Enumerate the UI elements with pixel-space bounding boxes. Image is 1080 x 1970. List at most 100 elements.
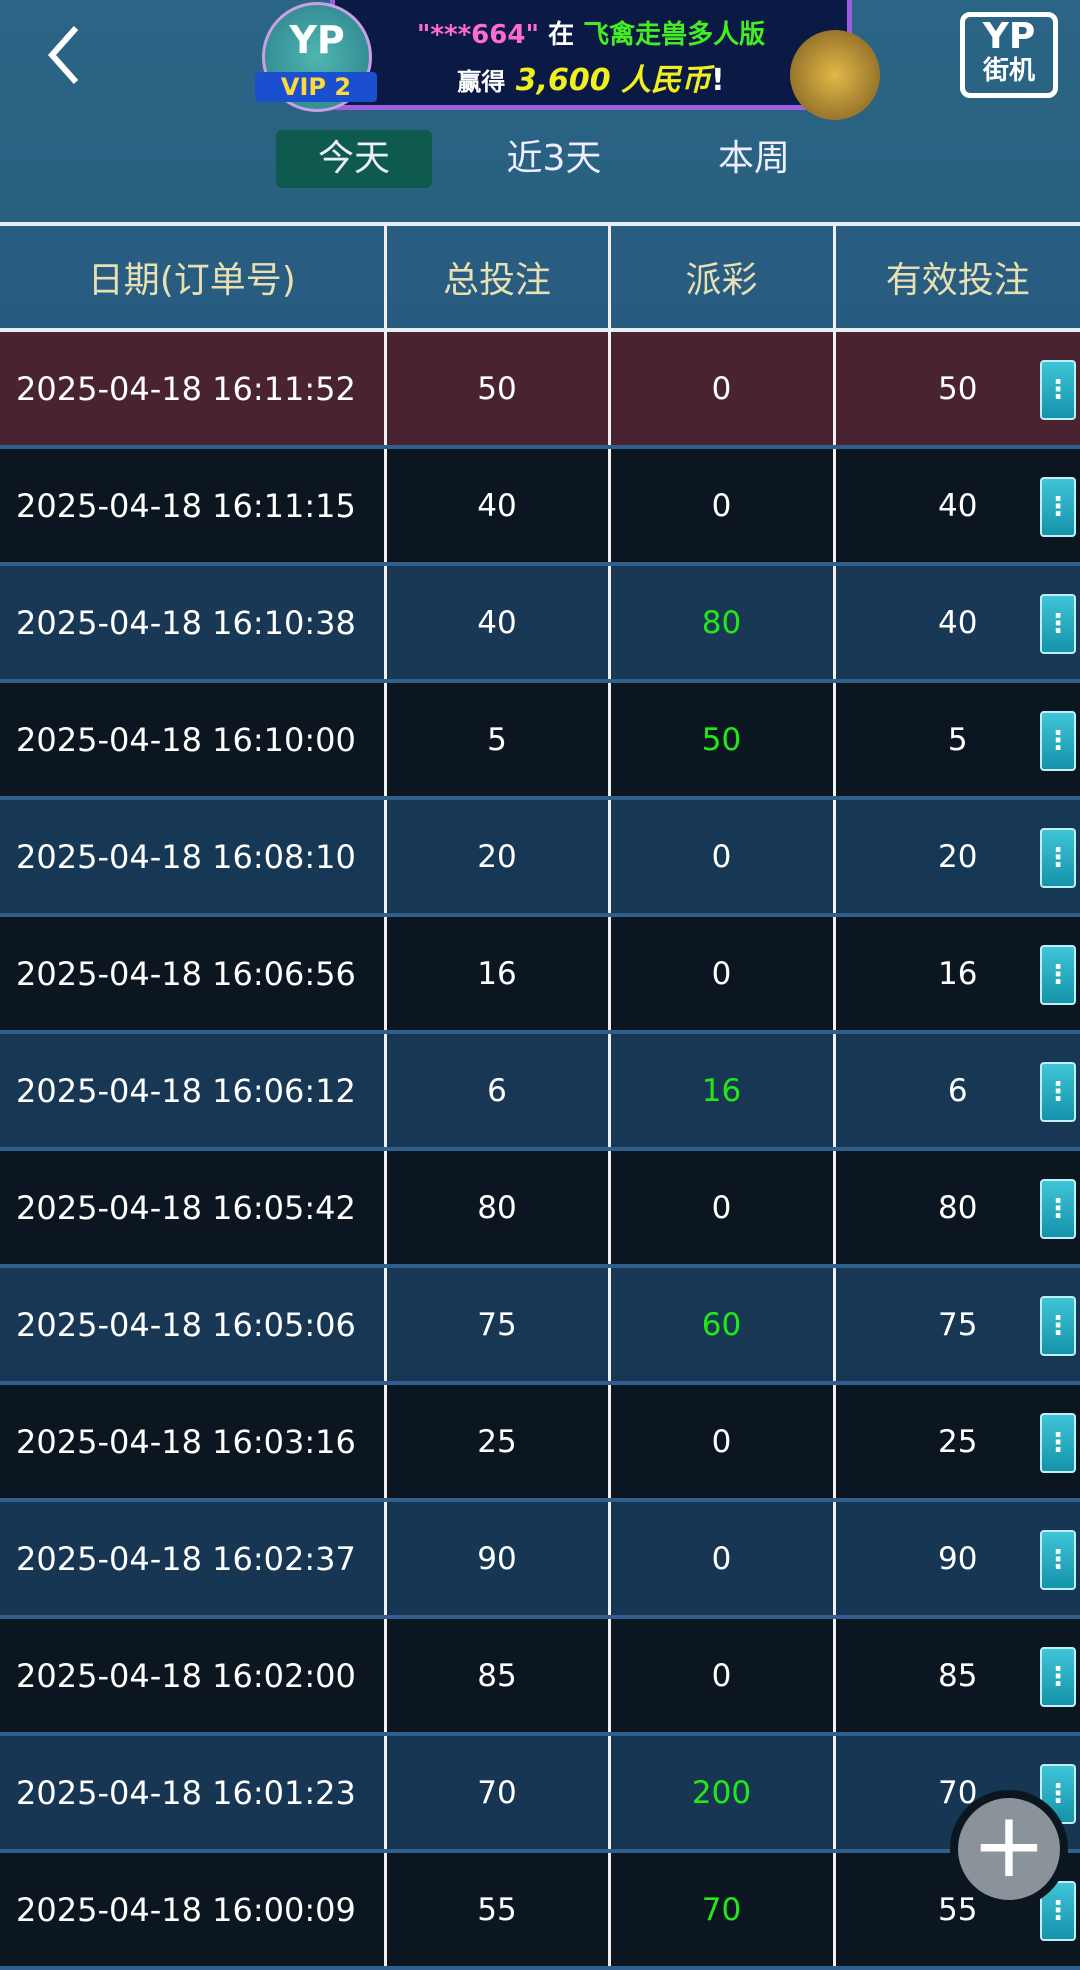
cell-total-bet-value: 25 <box>477 1423 517 1460</box>
logo-line1: YP <box>982 16 1036 57</box>
floating-plus-button[interactable]: + <box>950 1790 1068 1908</box>
cell-total-bet-value: 16 <box>477 955 517 992</box>
cell-valid-bet-value: 25 <box>938 1423 978 1460</box>
yp-arcade-logo: YP 街机 <box>960 12 1058 98</box>
col-date: 日期(订单号) <box>0 222 385 332</box>
cell-date: 2025-04-18 16:11:52 <box>0 330 385 449</box>
table-row: 2025-04-18 16:11:52 50 0 50 ⋮ <box>0 330 1080 449</box>
cell-total-bet-value: 75 <box>477 1306 517 1343</box>
cell-date: 2025-04-18 16:11:15 <box>0 447 385 566</box>
back-button[interactable] <box>40 20 100 90</box>
win-announcement-banner: "***664" 在 飞禽走兽多人版 赢得 3,600 人民币! <box>330 0 852 110</box>
row-menu-button[interactable]: ⋮ <box>1040 1647 1076 1707</box>
banner-won: 赢得 <box>457 68 506 96</box>
col-valid-bet: 有效投注 <box>832 222 1080 332</box>
tab-last-3-days[interactable]: 近3天 <box>506 138 602 179</box>
row-menu-button[interactable]: ⋮ <box>1040 1179 1076 1239</box>
banner-suffix: ! <box>711 63 725 98</box>
cell-valid-bet: 80 ⋮ <box>832 1149 1080 1268</box>
cell-date-value: 2025-04-18 16:02:00 <box>16 1656 356 1695</box>
cell-payout: 16 <box>607 1032 834 1151</box>
cell-total-bet-value: 40 <box>477 604 517 641</box>
row-menu-button[interactable]: ⋮ <box>1040 1062 1076 1122</box>
cell-total-bet: 90 <box>383 1500 609 1619</box>
row-menu-button[interactable]: ⋮ <box>1040 1413 1076 1473</box>
cell-valid-bet-value: 50 <box>938 370 978 407</box>
cell-total-bet-value: 5 <box>487 721 507 758</box>
cell-valid-bet-value: 85 <box>938 1657 978 1694</box>
row-menu-button[interactable]: ⋮ <box>1040 945 1076 1005</box>
col-total-bet: 总投注 <box>383 222 609 332</box>
table-row: 2025-04-18 16:05:06 75 60 75 ⋮ <box>0 1266 1080 1385</box>
cell-total-bet-value: 85 <box>477 1657 517 1694</box>
cell-payout: 0 <box>607 1500 834 1619</box>
cell-valid-bet-value: 20 <box>938 838 978 875</box>
cell-valid-bet: 40 ⋮ <box>832 564 1080 683</box>
cell-date: 2025-04-18 16:06:12 <box>0 1032 385 1151</box>
cell-total-bet: 16 <box>383 915 609 1034</box>
cell-date: 2025-04-18 16:01:23 <box>0 1734 385 1853</box>
cell-date-value: 2025-04-18 16:03:16 <box>16 1422 356 1461</box>
cell-valid-bet-value: 80 <box>938 1189 978 1226</box>
cell-payout-value: 70 <box>701 1891 742 1928</box>
cell-date-value: 2025-04-18 16:11:15 <box>16 486 356 525</box>
cell-valid-bet-value: 5 <box>947 721 968 758</box>
cell-total-bet: 6 <box>383 1032 609 1151</box>
cell-total-bet-value: 90 <box>477 1540 517 1577</box>
row-menu-button[interactable]: ⋮ <box>1040 360 1076 420</box>
bet-records-table: 日期(订单号) 总投注 派彩 有效投注 2025-04-18 16:11:52 5… <box>0 222 1080 1970</box>
table-row: 2025-04-18 16:08:10 20 0 20 ⋮ <box>0 798 1080 917</box>
cell-payout-value: 0 <box>711 1540 732 1577</box>
cell-valid-bet: 6 ⋮ <box>832 1032 1080 1151</box>
cell-valid-bet-value: 6 <box>947 1072 968 1109</box>
cell-total-bet-value: 55 <box>477 1891 517 1928</box>
cell-date-value: 2025-04-18 16:08:10 <box>16 837 356 876</box>
cell-payout-value: 0 <box>711 1189 732 1226</box>
cell-payout: 70 <box>607 1851 834 1970</box>
tab-today[interactable]: 今天 <box>276 130 432 188</box>
cell-valid-bet: 25 ⋮ <box>832 1383 1080 1502</box>
row-menu-button[interactable]: ⋮ <box>1040 711 1076 771</box>
tab-this-week[interactable]: 本周 <box>717 138 790 179</box>
cell-date-value: 2025-04-18 16:02:37 <box>16 1539 356 1578</box>
table-row: 2025-04-18 16:03:16 25 0 25 ⋮ <box>0 1383 1080 1502</box>
cell-date: 2025-04-18 16:08:10 <box>0 798 385 917</box>
table-row: 2025-04-18 16:06:56 16 0 16 ⋮ <box>0 915 1080 1034</box>
cell-payout-value: 60 <box>701 1306 742 1343</box>
row-menu-button[interactable]: ⋮ <box>1040 1764 1076 1824</box>
vip-logo-text: YP <box>289 18 345 62</box>
cell-total-bet-value: 70 <box>477 1774 517 1811</box>
cell-valid-bet: 85 ⋮ <box>832 1617 1080 1736</box>
cell-valid-bet: 16 ⋮ <box>832 915 1080 1034</box>
cell-total-bet-value: 50 <box>477 370 517 407</box>
cell-valid-bet: 5 ⋮ <box>832 681 1080 800</box>
plus-icon: + <box>971 1793 1047 1898</box>
cell-total-bet: 75 <box>383 1266 609 1385</box>
cell-payout-value: 0 <box>711 370 732 407</box>
cell-date: 2025-04-18 16:05:42 <box>0 1149 385 1268</box>
cell-total-bet: 40 <box>383 564 609 683</box>
table-row: 2025-04-18 16:02:37 90 0 90 ⋮ <box>0 1500 1080 1619</box>
cell-payout-value: 80 <box>701 604 742 641</box>
banner-amount: 3,600 人民币 <box>515 63 712 98</box>
cell-total-bet: 5 <box>383 681 609 800</box>
cell-date-value: 2025-04-18 16:01:23 <box>16 1773 356 1812</box>
row-menu-button[interactable]: ⋮ <box>1040 1530 1076 1590</box>
cell-payout: 0 <box>607 798 834 917</box>
cell-date: 2025-04-18 16:00:09 <box>0 1851 385 1970</box>
row-menu-button[interactable]: ⋮ <box>1040 594 1076 654</box>
cell-total-bet: 50 <box>383 330 609 449</box>
cell-date-value: 2025-04-18 16:05:42 <box>16 1188 356 1227</box>
cell-date: 2025-04-18 16:02:37 <box>0 1500 385 1619</box>
date-range-tabs: 今天 近3天 本周 <box>276 130 854 188</box>
table-row: 2025-04-18 16:05:42 80 0 80 ⋮ <box>0 1149 1080 1268</box>
cell-valid-bet-value: 90 <box>938 1540 978 1577</box>
row-menu-button[interactable]: ⋮ <box>1040 477 1076 537</box>
cell-valid-bet: 20 ⋮ <box>832 798 1080 917</box>
vip-level-badge: VIP 2 <box>255 72 377 102</box>
cell-date: 2025-04-18 16:02:00 <box>0 1617 385 1736</box>
cell-date-value: 2025-04-18 16:06:56 <box>16 954 356 993</box>
row-menu-button[interactable]: ⋮ <box>1040 828 1076 888</box>
cell-payout-value: 0 <box>711 1657 732 1694</box>
row-menu-button[interactable]: ⋮ <box>1040 1296 1076 1356</box>
